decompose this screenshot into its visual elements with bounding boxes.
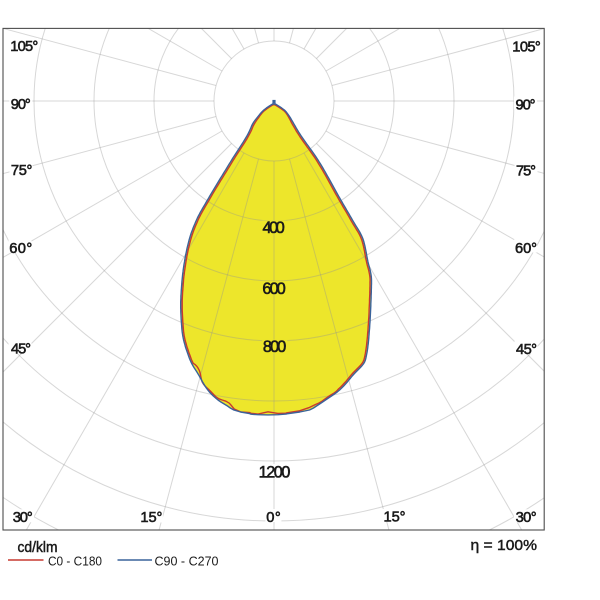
svg-text:800: 800 — [263, 338, 286, 356]
svg-text:45°: 45° — [11, 341, 31, 357]
svg-text:15°: 15° — [384, 510, 406, 526]
svg-text:90°: 90° — [11, 97, 31, 113]
svg-text:0°: 0° — [266, 510, 281, 526]
svg-text:15°: 15° — [140, 510, 162, 526]
svg-text:cd/klm: cd/klm — [18, 540, 58, 556]
svg-text:30°: 30° — [516, 510, 537, 526]
svg-text:600: 600 — [262, 280, 285, 298]
svg-text:105°: 105° — [10, 39, 38, 55]
svg-text:75°: 75° — [516, 164, 536, 180]
svg-text:60°: 60° — [515, 241, 537, 257]
svg-text:η = 100%: η = 100% — [471, 538, 538, 554]
svg-text:C90 - C270: C90 - C270 — [155, 553, 219, 568]
svg-text:C0 - C180: C0 - C180 — [48, 553, 102, 568]
svg-text:400: 400 — [262, 219, 284, 237]
svg-text:45°: 45° — [516, 342, 537, 358]
svg-text:1200: 1200 — [259, 464, 291, 482]
svg-text:60°: 60° — [9, 241, 32, 257]
svg-text:75°: 75° — [11, 163, 33, 179]
svg-text:105°: 105° — [512, 40, 541, 56]
svg-text:30°: 30° — [13, 510, 33, 526]
svg-text:90°: 90° — [516, 98, 536, 114]
